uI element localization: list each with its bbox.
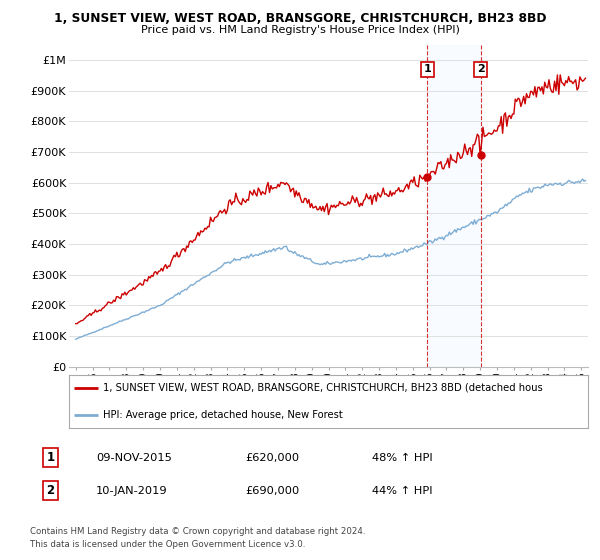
Text: 10-JAN-2019: 10-JAN-2019 bbox=[96, 486, 168, 496]
Text: 1, SUNSET VIEW, WEST ROAD, BRANSGORE, CHRISTCHURCH, BH23 8BD: 1, SUNSET VIEW, WEST ROAD, BRANSGORE, CH… bbox=[54, 12, 546, 25]
Text: 48% ↑ HPI: 48% ↑ HPI bbox=[372, 452, 433, 463]
Text: £690,000: £690,000 bbox=[245, 486, 299, 496]
Text: HPI: Average price, detached house, New Forest: HPI: Average price, detached house, New … bbox=[103, 409, 343, 419]
Text: 44% ↑ HPI: 44% ↑ HPI bbox=[372, 486, 433, 496]
Text: Contains HM Land Registry data © Crown copyright and database right 2024.: Contains HM Land Registry data © Crown c… bbox=[30, 528, 365, 536]
Bar bbox=[427, 45, 481, 367]
Text: 1: 1 bbox=[47, 451, 55, 464]
Text: 2: 2 bbox=[47, 484, 55, 497]
Text: 1: 1 bbox=[424, 64, 431, 74]
Text: £620,000: £620,000 bbox=[245, 452, 299, 463]
Text: 1, SUNSET VIEW, WEST ROAD, BRANSGORE, CHRISTCHURCH, BH23 8BD (detached hous: 1, SUNSET VIEW, WEST ROAD, BRANSGORE, CH… bbox=[103, 383, 542, 393]
Text: 2: 2 bbox=[477, 64, 485, 74]
Text: This data is licensed under the Open Government Licence v3.0.: This data is licensed under the Open Gov… bbox=[30, 540, 305, 549]
Text: Price paid vs. HM Land Registry's House Price Index (HPI): Price paid vs. HM Land Registry's House … bbox=[140, 25, 460, 35]
Text: 09-NOV-2015: 09-NOV-2015 bbox=[96, 452, 172, 463]
